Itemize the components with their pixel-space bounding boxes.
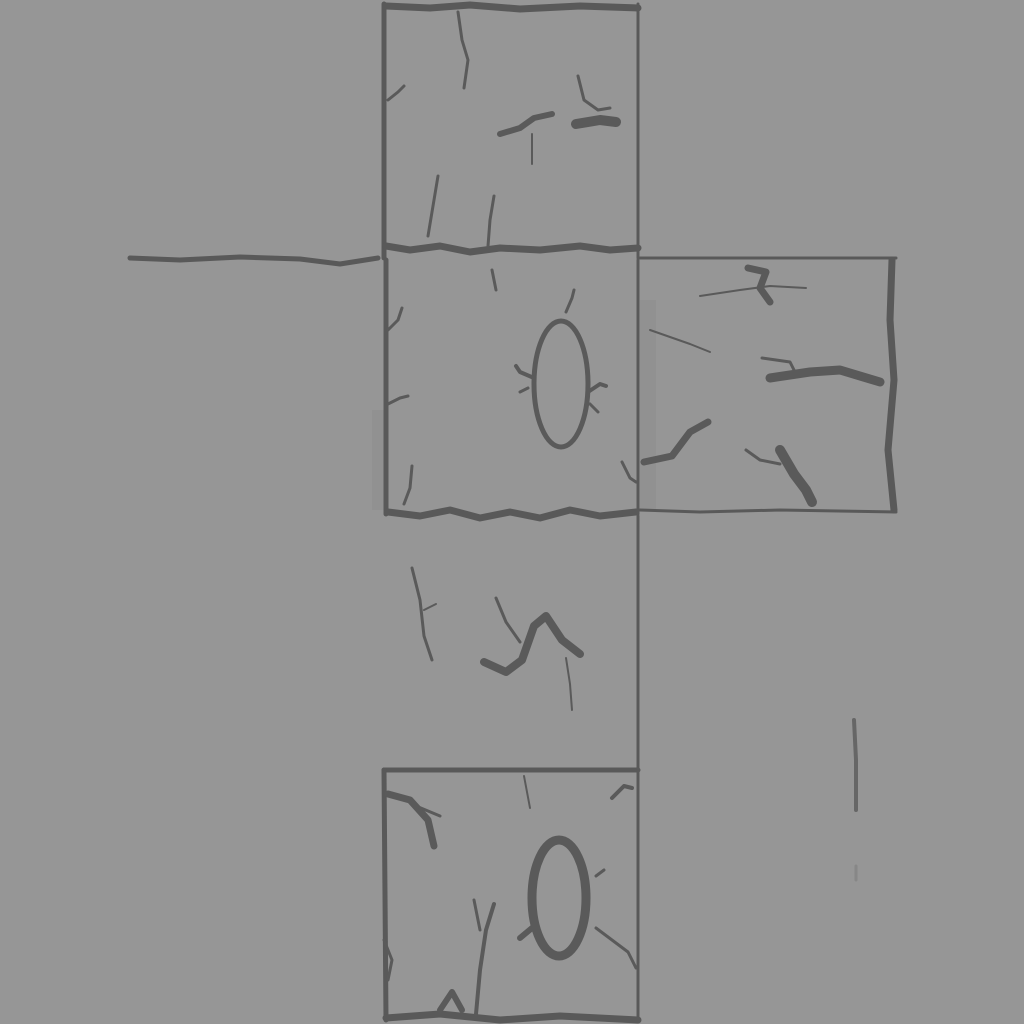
crack [494, 596, 522, 644]
crack [594, 868, 606, 878]
crack [386, 394, 410, 406]
crack [586, 382, 608, 394]
crack [437, 989, 465, 1013]
crack [474, 902, 496, 1016]
crack [402, 464, 414, 506]
crack [456, 10, 470, 90]
face-top [381, 1, 642, 261]
crack [760, 356, 796, 372]
crack [423, 603, 437, 611]
crack [649, 329, 711, 353]
crack [497, 111, 555, 137]
crack [744, 448, 782, 466]
crack [699, 285, 807, 297]
crack [564, 288, 576, 314]
crack [426, 174, 440, 238]
crack [588, 402, 600, 414]
face-left-flap [127, 254, 381, 267]
face-back [381, 767, 642, 1024]
face-front [383, 257, 640, 522]
crack [386, 306, 404, 332]
crack [640, 418, 712, 466]
crack [472, 898, 482, 932]
crack [620, 460, 638, 484]
face-bottom [410, 514, 640, 772]
crack [571, 115, 621, 129]
ring [531, 318, 591, 450]
crack [576, 74, 612, 112]
face-back-edge-bottom [382, 1010, 642, 1024]
crack [765, 365, 885, 387]
crack [382, 938, 394, 982]
crack [490, 268, 498, 292]
face-top-edge-top [382, 1, 642, 13]
crack [486, 194, 496, 248]
crack [610, 784, 634, 800]
crack [565, 657, 573, 711]
crack [384, 790, 438, 850]
face-front-edge-bottom [384, 506, 640, 522]
crack [518, 386, 530, 394]
crack [523, 775, 531, 809]
face-right-edge-right [884, 256, 898, 514]
crack [594, 926, 638, 970]
ring [527, 835, 591, 961]
crack [480, 612, 584, 676]
face-right [638, 256, 898, 514]
face-top-edge-bottom [382, 242, 642, 256]
face-back-edge-left [381, 767, 389, 1023]
stray-mark [852, 718, 858, 812]
crack [386, 84, 406, 102]
crack [517, 925, 535, 941]
crack [514, 364, 536, 380]
seam-shadow [372, 410, 386, 510]
face-left-flap-edge [127, 254, 381, 267]
crack [744, 264, 774, 306]
crack [410, 566, 434, 662]
face-right-edge-bottom [638, 508, 898, 514]
crack [414, 804, 442, 818]
crack [775, 445, 817, 507]
